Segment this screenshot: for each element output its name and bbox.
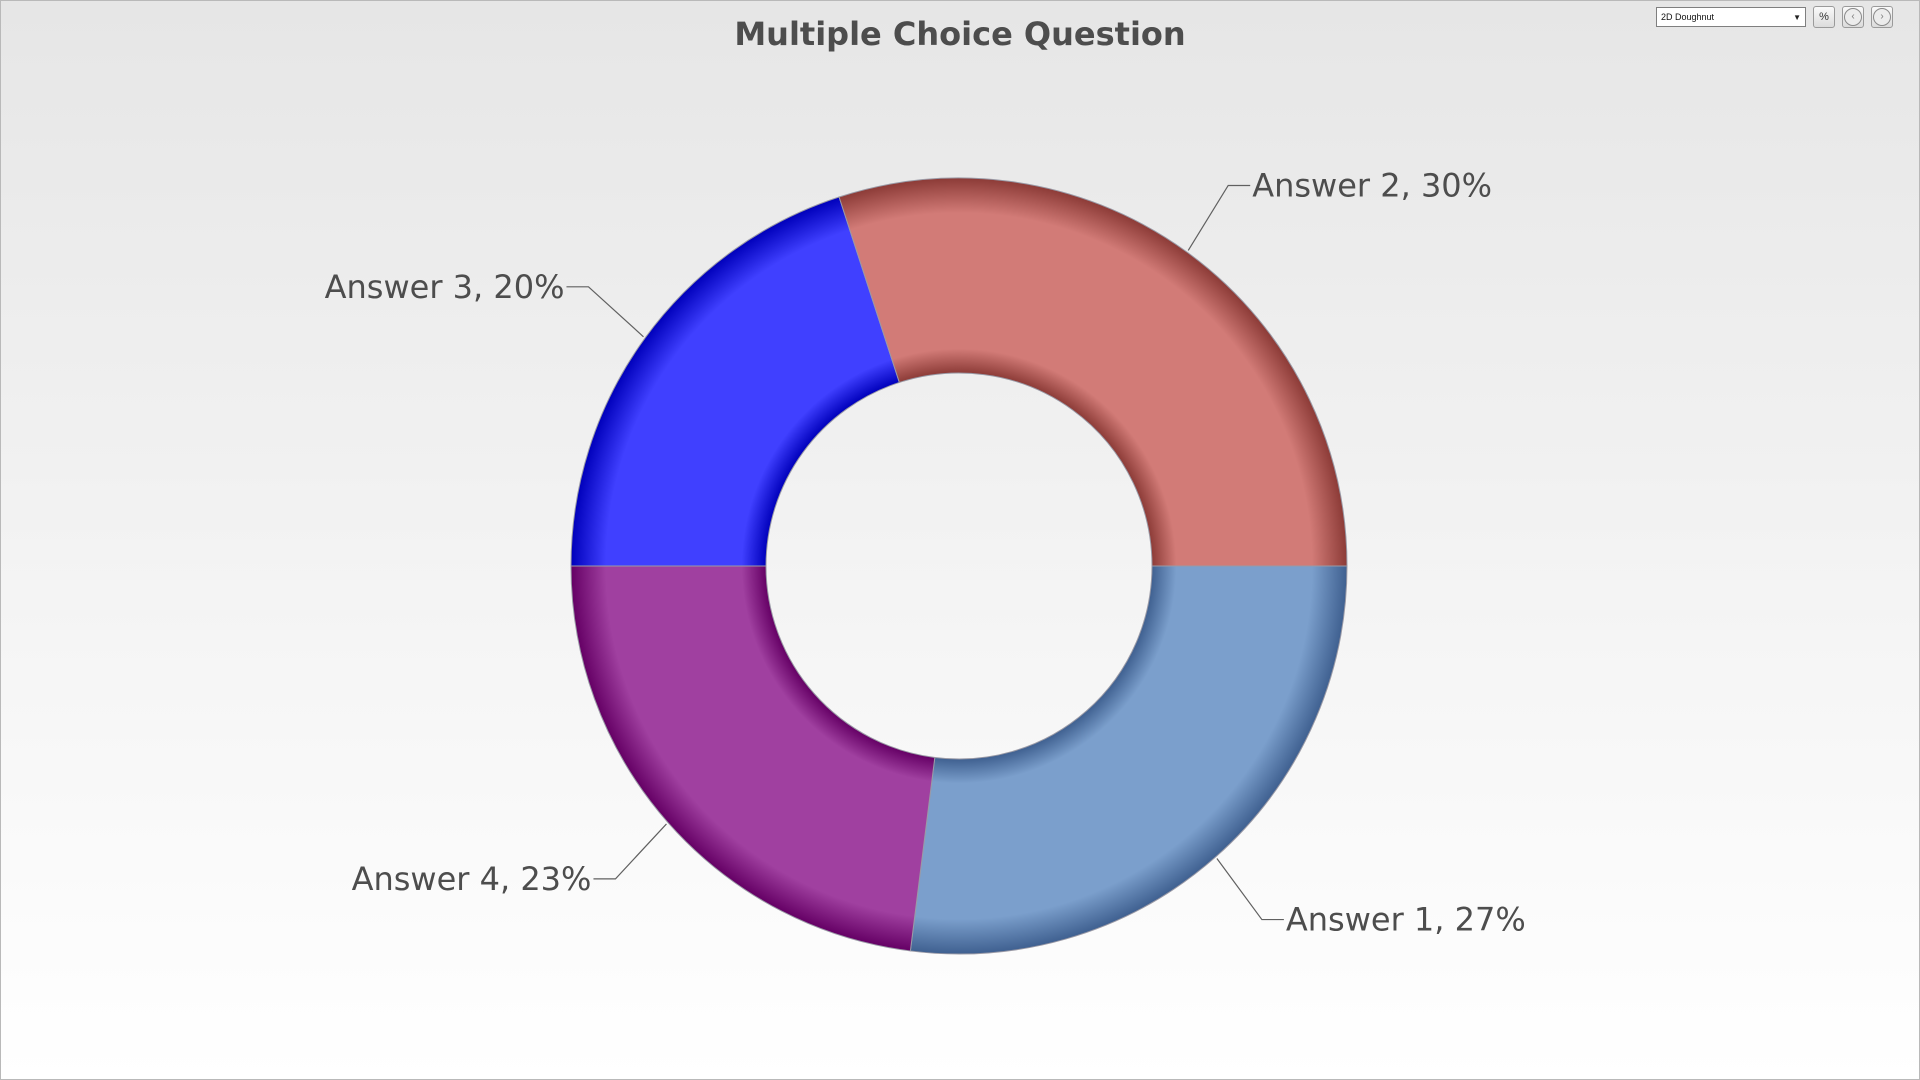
slice-label-answer-1: Answer 1, 27% xyxy=(1286,901,1526,939)
slices-group xyxy=(570,177,1348,955)
slice-answer-2[interactable] xyxy=(838,177,1348,567)
circle-arrow-right-icon: › xyxy=(1873,8,1891,26)
circle-arrow-left-icon: ‹ xyxy=(1844,8,1862,26)
slice-answer-3[interactable] xyxy=(570,196,900,567)
slice-labels-group: Answer 1, 27% Answer 4, 23% Answer 3, 20% A… xyxy=(325,166,1526,938)
leader-line-answer-3 xyxy=(566,286,644,338)
slice-answer-4[interactable] xyxy=(570,565,936,952)
leader-line-answer-1 xyxy=(1216,858,1284,921)
percent-toggle-button[interactable]: % xyxy=(1813,6,1835,28)
leader-line-answer-4 xyxy=(593,823,667,880)
next-button[interactable]: › xyxy=(1871,6,1893,28)
slice-answer-1[interactable] xyxy=(909,565,1348,955)
slice-label-answer-4: Answer 4, 23% xyxy=(352,860,592,898)
leader-lines-group xyxy=(566,184,1284,921)
chart-type-select[interactable]: 2D Doughnut ▼ xyxy=(1656,7,1806,27)
previous-button[interactable]: ‹ xyxy=(1842,6,1864,28)
chart-title: Multiple Choice Question xyxy=(734,15,1186,53)
percent-button-label: % xyxy=(1819,11,1829,23)
slice-label-answer-3: Answer 3, 20% xyxy=(325,268,565,306)
slice-label-answer-2: Answer 2, 30% xyxy=(1252,166,1492,204)
leader-line-answer-2 xyxy=(1187,184,1251,251)
chart-toolbar: 2D Doughnut ▼ % ‹ › xyxy=(1656,5,1893,29)
chevron-down-icon: ▼ xyxy=(1793,12,1801,22)
chart-type-value: 2D Doughnut xyxy=(1661,12,1715,22)
